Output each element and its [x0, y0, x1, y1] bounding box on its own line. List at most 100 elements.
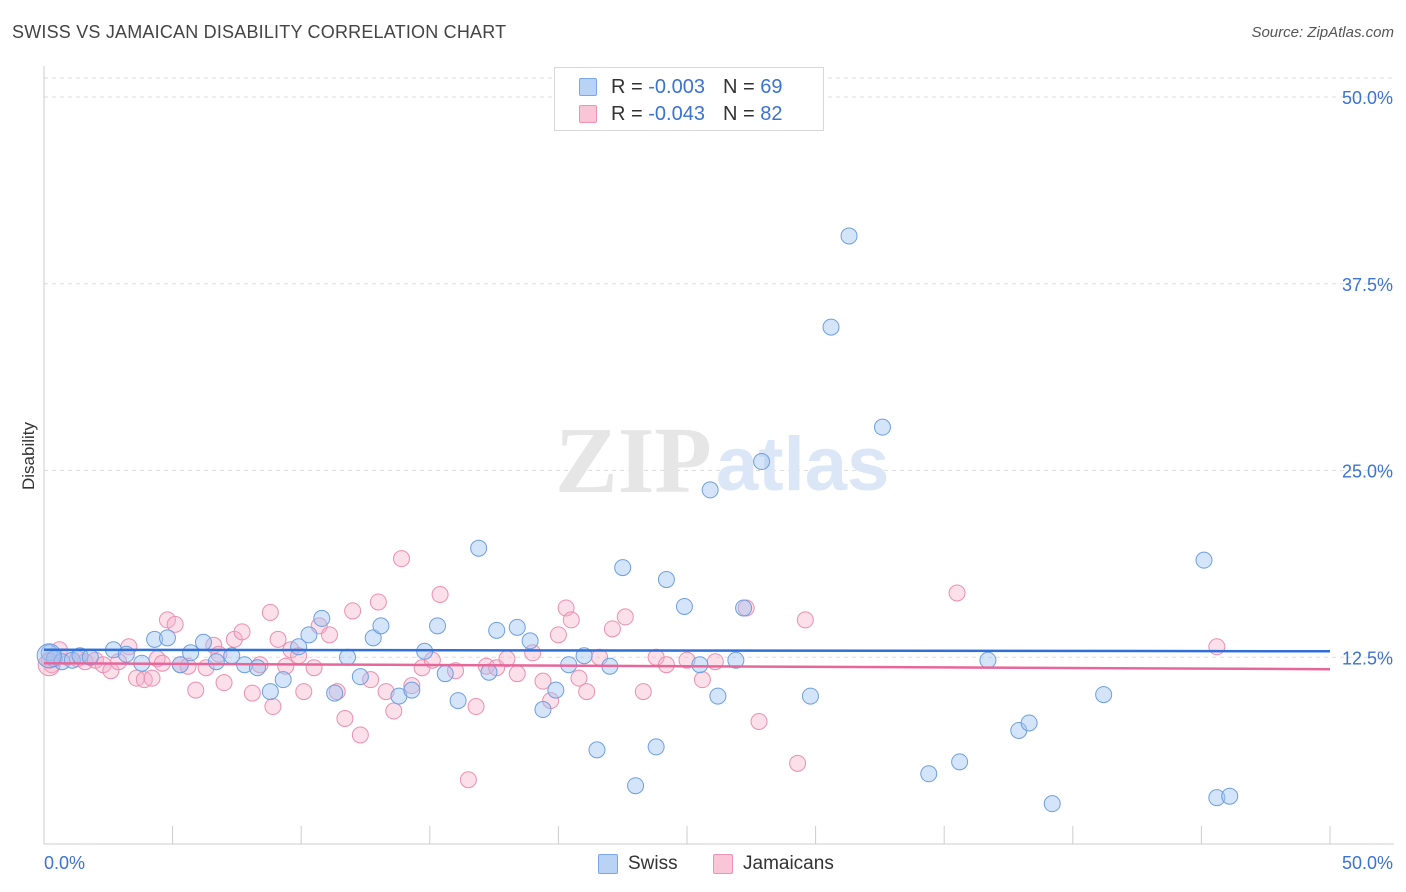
- swiss-point: [691, 656, 709, 674]
- swiss-point: [508, 618, 526, 636]
- jamaicans-trend-line: [43, 661, 1331, 671]
- swiss-point: [1020, 714, 1038, 732]
- y-tick-label: 12.5%: [1342, 648, 1393, 668]
- jamaicans-point: [634, 683, 652, 701]
- legend-r-value: -0.003: [648, 75, 705, 98]
- jamaicans-point: [261, 603, 279, 621]
- legend-swatch-swiss: [579, 78, 597, 96]
- jamaicans-point: [143, 669, 161, 687]
- swiss-point: [1043, 795, 1061, 813]
- jamaicans-point: [215, 674, 233, 692]
- swiss-point: [364, 629, 382, 647]
- swiss-point: [1208, 789, 1226, 807]
- watermark-zip: ZIP: [555, 409, 712, 513]
- swiss-point: [488, 621, 506, 639]
- jamaicans-point: [678, 651, 696, 669]
- tick-labels: 12.5% 25.0% 37.5% 50.0% 0.0% 50.0%: [44, 88, 1393, 873]
- swiss-point: [470, 539, 488, 557]
- swiss-point: [194, 633, 212, 651]
- swiss-point: [1221, 787, 1239, 805]
- swiss-point: [801, 687, 819, 705]
- trend-lines: [43, 648, 1331, 671]
- swiss-point: [647, 738, 665, 756]
- jamaicans-point: [295, 683, 313, 701]
- jamaicans-point: [459, 771, 477, 789]
- swiss-point: [979, 651, 997, 669]
- swiss-point: [920, 765, 938, 783]
- jamaicans-point: [948, 584, 966, 602]
- bottom-legend-swiss: Swiss: [598, 852, 678, 876]
- swiss-point: [657, 571, 675, 589]
- jamaicans-point: [447, 662, 465, 680]
- swiss-point: [158, 629, 176, 647]
- swiss-point: [248, 659, 266, 677]
- jamaicans-point: [508, 665, 526, 683]
- jamaicans-point: [351, 726, 369, 744]
- swiss-point: [313, 609, 331, 627]
- swiss-point: [873, 418, 891, 436]
- legend-r-label: R =: [611, 102, 643, 125]
- swiss-points: [36, 227, 1239, 813]
- jamaicans-point: [403, 677, 421, 695]
- jamaicans-point: [467, 698, 485, 716]
- swiss-point: [274, 671, 292, 689]
- swiss-point: [1095, 686, 1113, 704]
- legend-n-label: N =: [722, 102, 755, 125]
- swiss-point: [822, 318, 840, 336]
- swiss-point: [146, 630, 164, 648]
- jamaicans-point: [616, 608, 634, 626]
- legend-n-label: N =: [722, 75, 755, 98]
- x-tick-label: 0.0%: [44, 853, 85, 873]
- jamaicans-point: [336, 710, 354, 728]
- jamaicans-point: [693, 671, 711, 689]
- jamaicans-point: [320, 626, 338, 644]
- jamaicans-point: [269, 630, 287, 648]
- swiss-point: [709, 687, 727, 705]
- jamaicans-point: [796, 611, 814, 629]
- swiss-point: [207, 653, 225, 671]
- legend-row-jamaicans: R = -0.043 N = 82: [579, 102, 782, 126]
- swiss-point: [449, 692, 467, 710]
- watermark: ZIP atlas: [555, 409, 889, 513]
- swiss-point: [735, 599, 753, 617]
- legend-n-value: 82: [760, 102, 783, 125]
- jamaicans-point: [166, 615, 184, 633]
- jamaicans-point: [233, 623, 251, 641]
- y-tick-label: 37.5%: [1342, 275, 1393, 295]
- swiss-point: [675, 597, 693, 615]
- swiss-point: [372, 617, 390, 635]
- axes: [43, 66, 1394, 845]
- legend-r-value: -0.043: [648, 102, 705, 125]
- y-tick-label: 50.0%: [1342, 88, 1393, 108]
- swiss-point: [951, 753, 969, 771]
- y-axis-label: Disability: [19, 421, 38, 490]
- swiss-point: [480, 663, 498, 681]
- swiss-point: [614, 559, 632, 577]
- jamaicans-point: [578, 683, 596, 701]
- jamaicans-point: [344, 602, 362, 620]
- swiss-point: [588, 741, 606, 759]
- chart-title: SWISS VS JAMAICAN DISABILITY CORRELATION…: [12, 22, 507, 42]
- swiss-point: [326, 684, 344, 702]
- jamaicans-point: [187, 681, 205, 699]
- jamaicans-point: [603, 620, 621, 638]
- jamaicans-point: [657, 656, 675, 674]
- bottom-legend-jamaicans: Jamaicans: [713, 852, 834, 876]
- jamaicans-point: [789, 754, 807, 772]
- jamaicans-point: [431, 586, 449, 604]
- swiss-point: [547, 681, 565, 699]
- bottom-legend-swatch-jamaicans: [713, 854, 733, 874]
- jamaicans-point: [570, 669, 588, 687]
- bottom-legend-label-swiss: Swiss: [628, 853, 678, 874]
- swiss-point: [727, 651, 745, 669]
- jamaicans-point: [277, 657, 295, 675]
- jamaicans-point: [328, 683, 346, 701]
- legend-n-value: 69: [760, 75, 783, 98]
- swiss-point: [182, 644, 200, 662]
- jamaicans-point: [362, 671, 380, 689]
- jamaicans-point: [562, 611, 580, 629]
- swiss-point: [575, 647, 593, 665]
- swiss-point: [753, 453, 771, 471]
- swiss-trend-line: [43, 648, 1331, 653]
